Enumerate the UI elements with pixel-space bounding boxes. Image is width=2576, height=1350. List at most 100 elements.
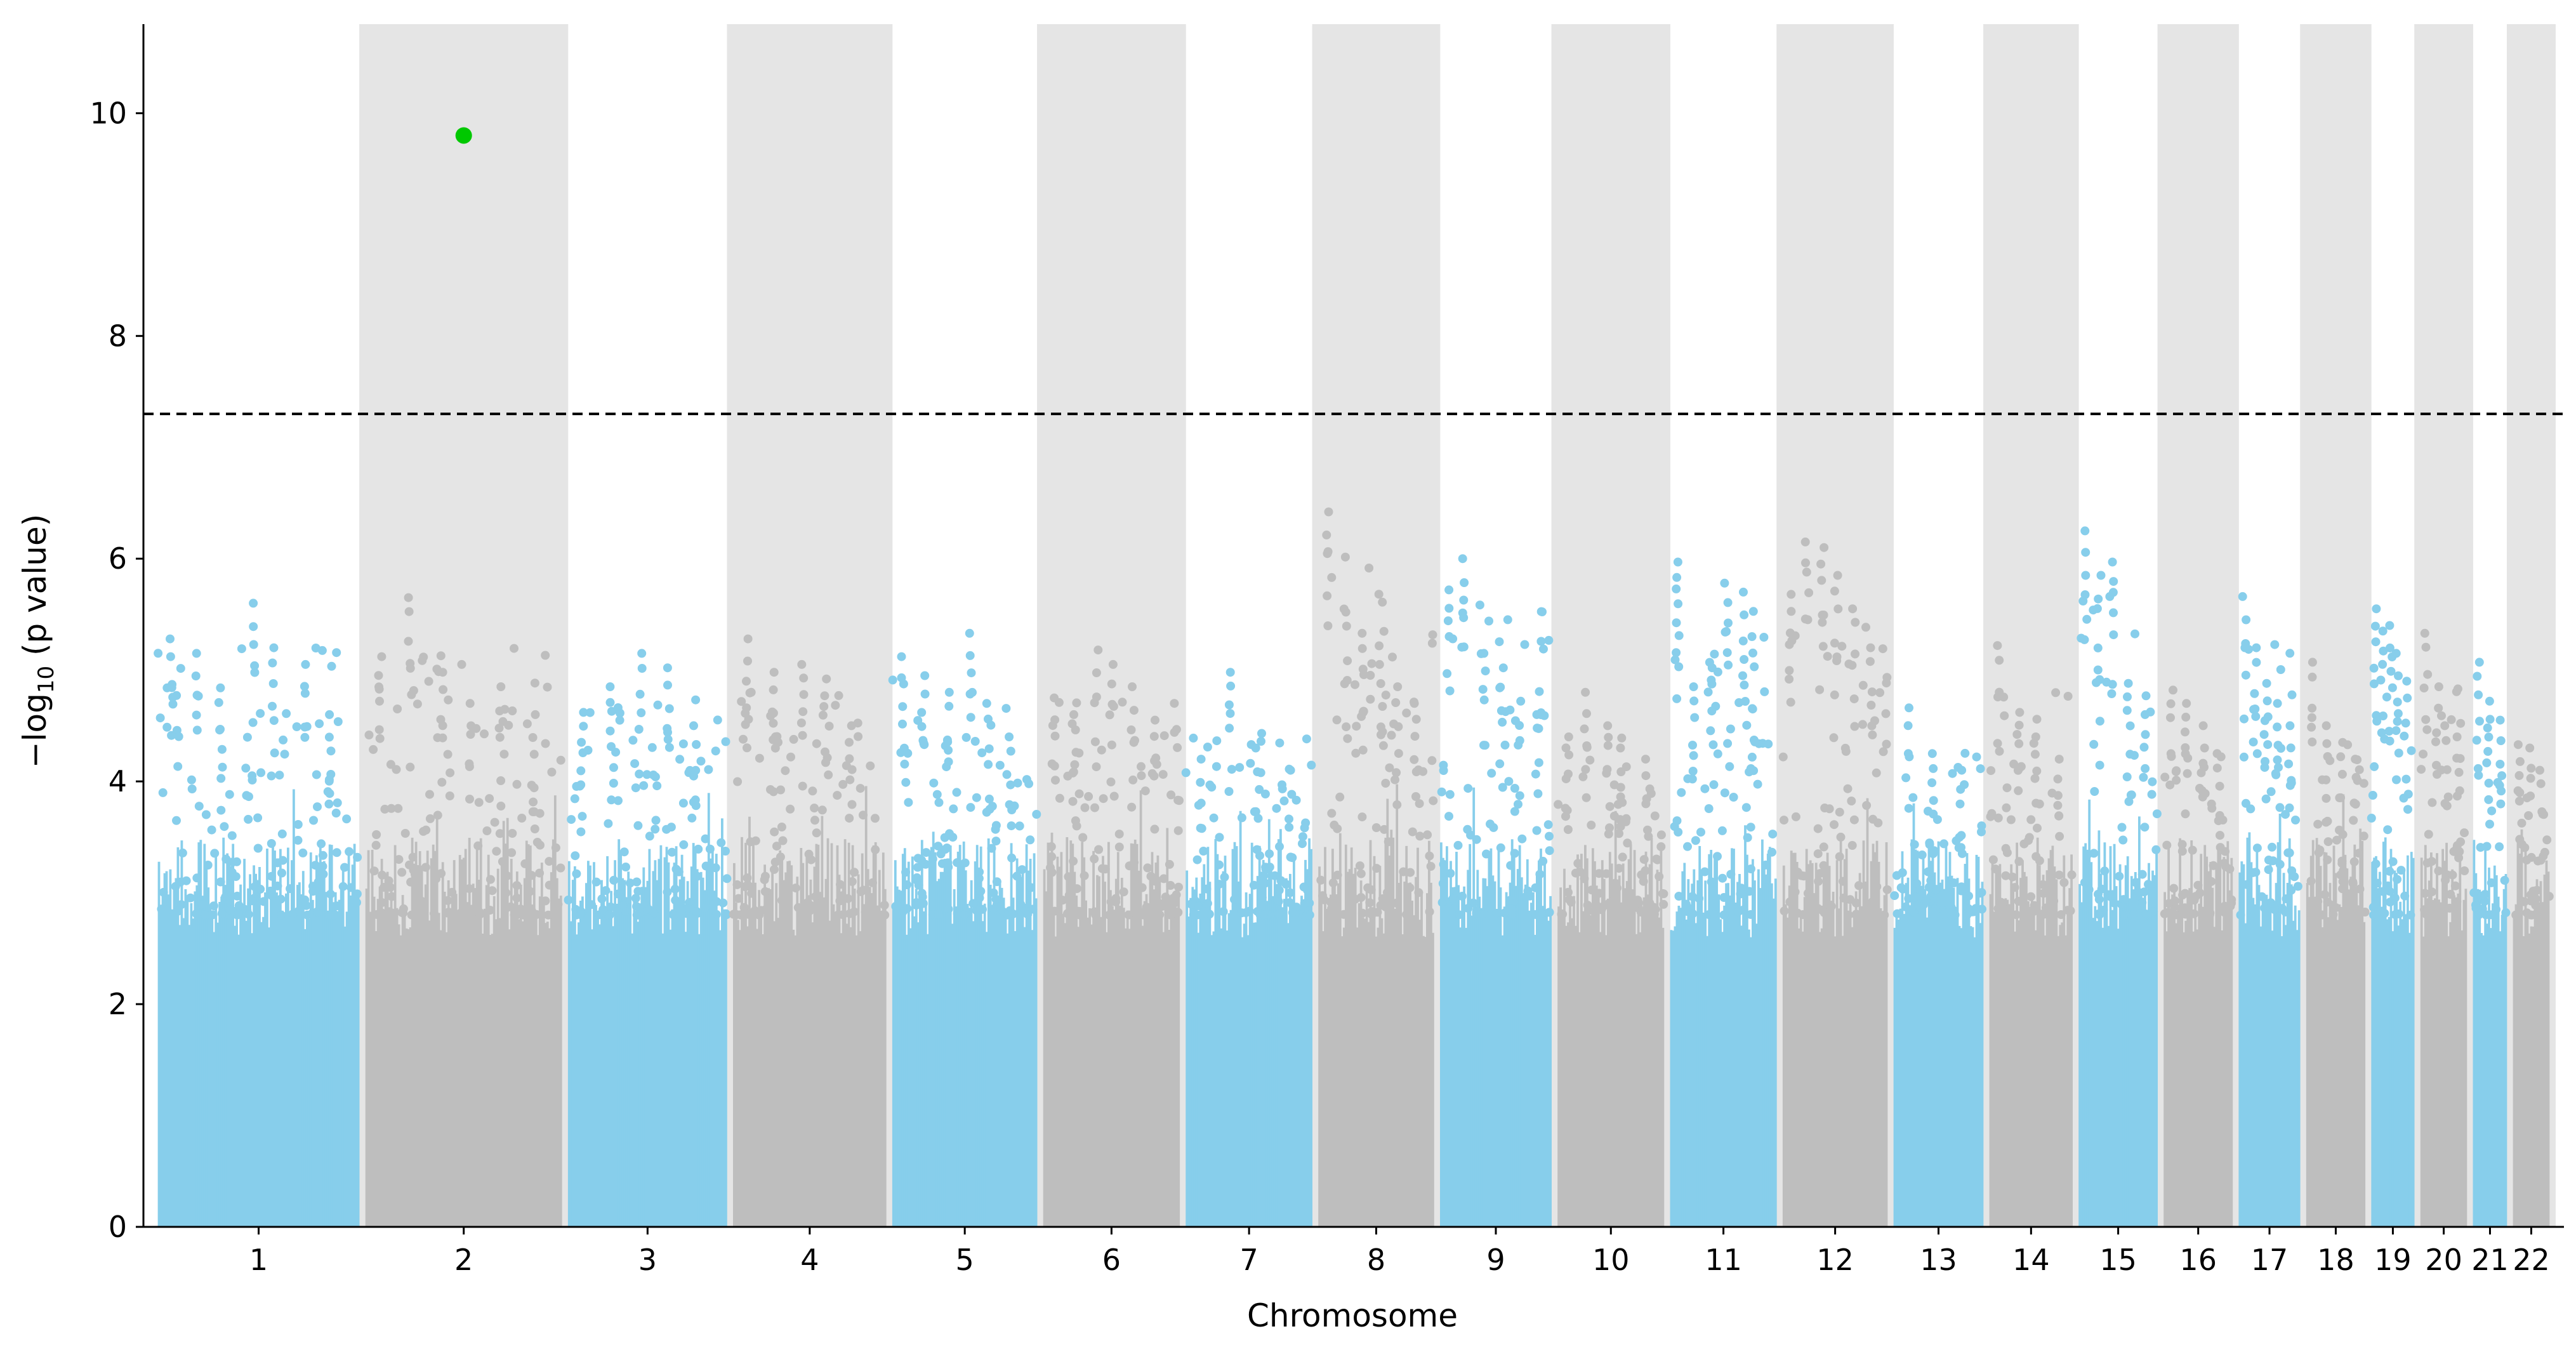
snp-point — [1609, 891, 1619, 901]
snp-point — [755, 910, 764, 920]
snp-point — [1688, 767, 1698, 776]
snp-point — [850, 868, 859, 877]
snp-point — [1449, 904, 1458, 913]
snp-point — [760, 887, 770, 896]
snp-point — [1823, 652, 1832, 661]
snp-point — [1399, 867, 1408, 877]
snp-point — [991, 821, 1001, 830]
snp-point — [498, 717, 508, 726]
snp-point — [2320, 890, 2330, 899]
snp-point — [2417, 765, 2426, 774]
snp-point — [760, 875, 769, 885]
snp-point — [2377, 728, 2386, 738]
snp-point — [2123, 692, 2132, 701]
snp-point — [609, 875, 619, 885]
snp-point — [2394, 748, 2403, 758]
snp-point — [495, 732, 505, 742]
snp-point — [1597, 905, 1606, 915]
snp-point — [982, 699, 991, 708]
chromosome-points-22 — [2511, 740, 2554, 1227]
snp-point — [1739, 587, 1748, 597]
snp-point — [288, 910, 298, 918]
snp-point — [2095, 675, 2104, 684]
snp-point — [413, 699, 422, 709]
snp-point — [824, 722, 834, 731]
snp-point — [203, 861, 213, 870]
snp-point — [451, 910, 460, 920]
snp-point — [1618, 852, 1627, 862]
snp-point — [1444, 632, 1454, 641]
snp-point — [2094, 895, 2104, 904]
snp-point — [1726, 870, 1736, 879]
snp-point — [1274, 897, 1283, 906]
snp-point — [1114, 842, 1124, 852]
snp-point — [2354, 849, 2363, 858]
snp-point — [2359, 831, 2368, 841]
snp-point — [194, 802, 204, 811]
snp-point — [1298, 839, 1307, 849]
snp-point — [1689, 696, 1699, 706]
snp-point — [1514, 800, 1522, 809]
snp-point — [1746, 764, 1755, 773]
snp-point — [325, 910, 334, 920]
snp-point — [2452, 897, 2462, 906]
snp-point — [1875, 688, 1885, 698]
snp-point — [2483, 723, 2492, 732]
snp-point — [1672, 584, 1681, 593]
snp-point — [1741, 697, 1750, 706]
snp-point — [2308, 672, 2317, 682]
snp-point — [1571, 868, 1580, 878]
snp-point — [1388, 652, 1397, 662]
snp-point — [2240, 643, 2250, 652]
snp-point — [1107, 740, 1116, 750]
snp-point — [960, 858, 970, 868]
snp-point — [1924, 867, 1933, 877]
snp-point — [587, 900, 596, 910]
snp-point — [1205, 780, 1215, 790]
snp-point — [438, 721, 447, 731]
snp-point — [327, 661, 336, 671]
snp-point — [845, 814, 854, 823]
snp-point — [2129, 910, 2139, 919]
snp-point — [2259, 730, 2269, 739]
snp-point — [311, 644, 320, 652]
snp-point — [2193, 880, 2203, 890]
snp-point — [1215, 833, 1224, 842]
snp-point — [1830, 820, 1839, 830]
snp-point — [1463, 904, 1473, 913]
snp-point — [817, 805, 827, 815]
snp-point — [1585, 755, 1595, 765]
y-axis-title-main: −log — [17, 693, 53, 768]
snp-point — [1443, 669, 1452, 678]
snp-point — [871, 910, 880, 920]
snp-point — [2092, 604, 2102, 613]
snp-point — [2440, 799, 2450, 808]
snp-point — [1130, 736, 1139, 745]
snp-point — [1580, 724, 1589, 734]
snp-point — [249, 640, 258, 649]
snp-point — [769, 718, 778, 728]
snp-point — [475, 910, 485, 919]
snp-point — [692, 871, 702, 881]
snp-point — [176, 664, 185, 673]
snp-point — [186, 893, 195, 903]
x-axis-title: Chromosome — [1247, 1297, 1458, 1334]
snp-point — [2209, 861, 2218, 870]
snp-point — [769, 787, 778, 797]
snp-point — [670, 884, 680, 894]
snp-point — [333, 717, 343, 726]
snp-point — [1224, 700, 1234, 710]
snp-point — [207, 825, 216, 835]
snp-point — [2141, 764, 2150, 773]
snp-point — [499, 750, 509, 759]
snp-point — [1993, 813, 2003, 823]
snp-point — [2270, 640, 2280, 649]
snp-point — [1761, 860, 1771, 870]
snp-point — [1700, 867, 1710, 877]
snp-point — [231, 872, 241, 882]
snp-point — [1375, 659, 1384, 669]
snp-point — [1285, 888, 1295, 897]
snp-point — [2226, 901, 2235, 911]
snp-point — [2106, 892, 2116, 901]
snp-point — [1890, 891, 1899, 901]
